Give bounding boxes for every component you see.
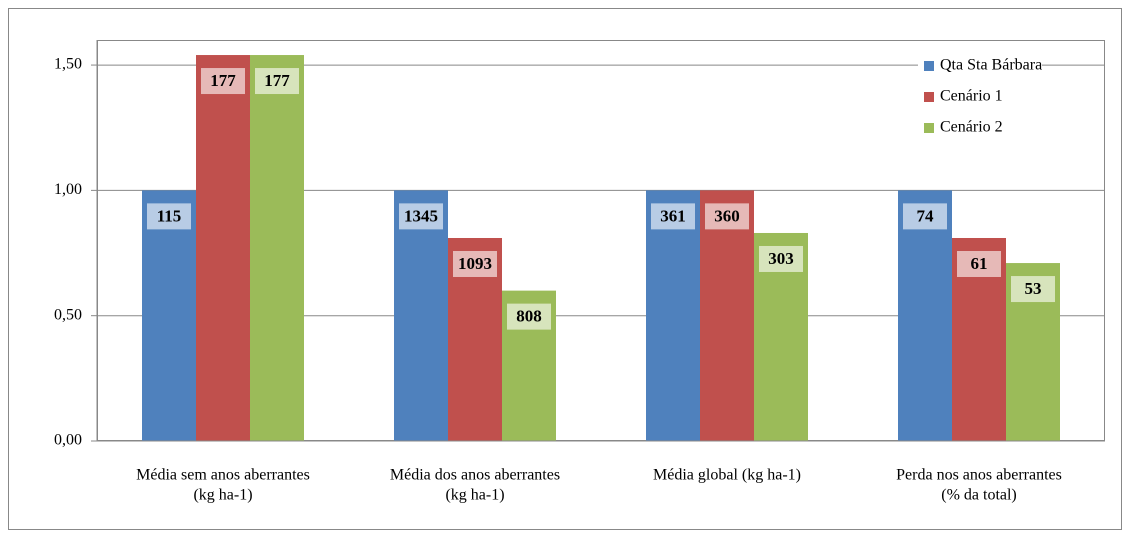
data-label-bg xyxy=(399,203,443,230)
data-label-bg xyxy=(255,68,299,95)
y-tick-label: 0,50 xyxy=(54,306,82,323)
legend-swatch xyxy=(924,61,934,71)
legend-bg xyxy=(918,52,1042,144)
data-label: 74 xyxy=(917,206,935,225)
x-tick-label: Perda nos anos aberrantes xyxy=(896,467,1062,484)
data-label-bg xyxy=(1011,276,1055,303)
data-label-bg xyxy=(957,250,1001,277)
legend-swatch xyxy=(924,92,934,102)
bar xyxy=(250,55,304,441)
data-label-bg xyxy=(759,245,803,272)
data-label: 177 xyxy=(264,71,290,90)
bar xyxy=(142,190,196,441)
bar xyxy=(898,190,952,441)
data-label: 808 xyxy=(516,307,542,326)
x-tick-label: (kg ha-1) xyxy=(193,487,252,504)
data-label: 177 xyxy=(210,71,236,90)
data-label: 360 xyxy=(714,206,740,225)
data-label: 1345 xyxy=(404,206,438,225)
y-tick-label: 0,00 xyxy=(54,432,82,449)
data-label-bg xyxy=(507,303,551,330)
x-tick-label: Média global (kg ha-1) xyxy=(653,467,801,484)
y-tick-label: 1,00 xyxy=(54,181,82,198)
bar xyxy=(700,190,754,441)
data-label-bg xyxy=(453,250,497,277)
x-tick-label: (kg ha-1) xyxy=(445,487,504,504)
data-label-bg xyxy=(147,203,191,230)
bar xyxy=(646,190,700,441)
legend-label: Qta Sta Bárbara xyxy=(940,57,1042,74)
y-tick-label: 1,50 xyxy=(54,56,82,73)
data-label-bg xyxy=(903,203,947,230)
legend-swatch xyxy=(924,123,934,133)
x-tick-label: (% da total) xyxy=(941,487,1017,504)
x-tick-label: Média dos anos aberrantes xyxy=(390,467,560,484)
data-label: 1093 xyxy=(458,254,492,273)
data-label: 115 xyxy=(157,206,182,225)
data-label-bg xyxy=(201,68,245,95)
x-tick-label: Média sem anos aberrantes xyxy=(136,467,310,484)
legend-label: Cenário 2 xyxy=(940,119,1003,136)
data-label-bg xyxy=(651,203,695,230)
legend-label: Cenário 1 xyxy=(940,88,1003,105)
data-label-bg xyxy=(705,203,749,230)
data-label: 303 xyxy=(768,249,794,268)
data-label: 61 xyxy=(971,254,988,273)
bar xyxy=(394,190,448,441)
data-label: 361 xyxy=(660,206,686,225)
data-label: 53 xyxy=(1025,279,1042,298)
bar xyxy=(196,55,250,441)
